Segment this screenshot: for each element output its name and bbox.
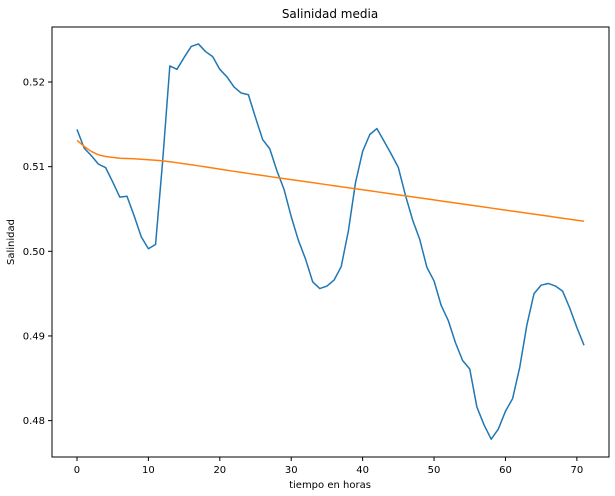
ticks-layer: 0 10 20 30 40 50 60 70 0.48 0.49 0.50 0.51 0.52 <box>23 78 583 476</box>
x-tick-label: 50 <box>428 465 441 476</box>
x-tick-label: 30 <box>285 465 298 476</box>
chart-title: Salinidad media <box>282 7 378 21</box>
x-tick-label: 10 <box>142 465 155 476</box>
y-axis-title: Salinidad <box>6 219 17 265</box>
plot-frame <box>51 26 610 458</box>
y-tick-label: 0.49 <box>23 331 45 342</box>
series-layer <box>76 43 585 440</box>
x-tick-label: 20 <box>213 465 226 476</box>
x-axis-title: tiempo en horas <box>289 480 371 491</box>
y-tick-label: 0.50 <box>23 247 45 258</box>
y-tick-label: 0.51 <box>23 162 45 173</box>
x-tick-label: 70 <box>570 465 583 476</box>
x-tick-label: 60 <box>499 465 512 476</box>
x-tick-label: 40 <box>356 465 369 476</box>
series-line-2 <box>76 139 585 223</box>
y-tick-label: 0.52 <box>23 78 45 89</box>
x-tick-label: 0 <box>74 465 80 476</box>
series-line-1 <box>76 43 585 440</box>
y-tick-label: 0.48 <box>23 416 45 427</box>
